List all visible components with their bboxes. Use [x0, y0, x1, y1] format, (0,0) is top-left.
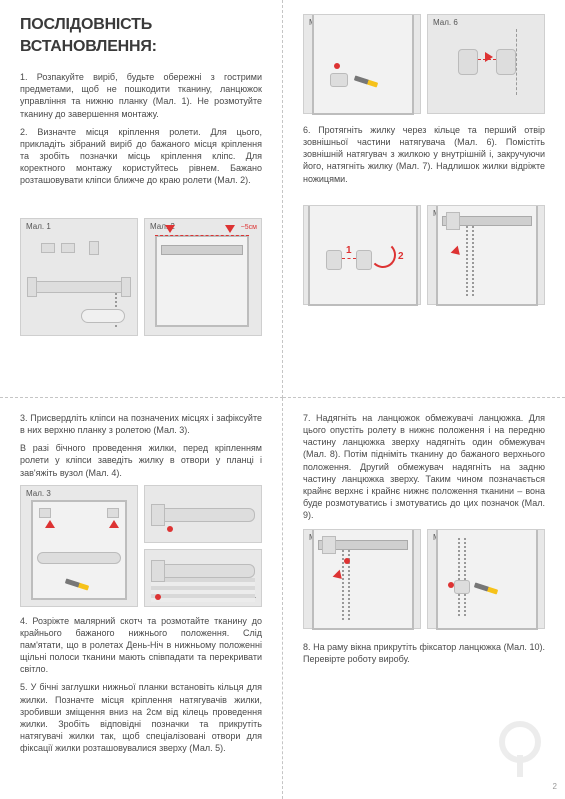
step-8-text: 8. На раму вікна прикрутіть фіксатор лан…: [303, 641, 545, 665]
page-number: 2: [553, 782, 557, 793]
figure-4-top: [144, 485, 262, 543]
page-title: ПОСЛІДОВНІСТЬ ВСТАНОВЛЕННЯ:: [20, 14, 262, 57]
step-3b-text: В разі бічного проведення жилки, перед к…: [20, 442, 262, 478]
step-4-text: 4. Розріжте малярний скотч та розмотайте…: [20, 615, 262, 676]
figure-10: Мал. 10: [427, 529, 545, 629]
step-5-text: 5. У бічні заглушки нижньої планки встан…: [20, 681, 262, 754]
figure-2: Мал. 2 ~5см: [144, 218, 262, 336]
step-7-text: 7. Надягніть на ланцюжок обмежувачі ланц…: [303, 412, 545, 521]
figure-4-bottom: Мал. 4: [144, 549, 262, 607]
step-3-text: 3. Присвердліть кліпси на позначених міс…: [20, 412, 262, 436]
step-2-text: 2. Визначте місця кріплення ролети. Для …: [20, 126, 262, 187]
quadrant-bottom-right: 7. Надягніть на ланцюжок обмежувачі ланц…: [283, 398, 565, 799]
quadrant-top-left: ПОСЛІДОВНІСТЬ ВСТАНОВЛЕННЯ: 1. Розпакуйт…: [0, 0, 283, 398]
figure-7-step2: 2: [398, 250, 404, 264]
figure-8: Мал. 8: [427, 205, 545, 305]
figure-9: Мал. 9: [303, 529, 421, 629]
step-6-text: 6. Протягніть жилку через кільце та перш…: [303, 124, 545, 185]
figure-5: Мал. 5: [303, 14, 421, 114]
quadrant-bottom-left: 3. Присвердліть кліпси на позначених міс…: [0, 398, 283, 799]
figure-1: Мал. 1: [20, 218, 138, 336]
figure-7-step1: 1: [346, 244, 352, 258]
figure-6: Мал. 6: [427, 14, 545, 114]
figure-7: Мал. 7 1 2: [303, 205, 421, 305]
quadrant-top-right: Мал. 5 Мал. 6 6. Протягніт: [283, 0, 565, 398]
figure-3: Мал. 3: [20, 485, 138, 607]
step-1-text: 1. Розпакуйте виріб, будьте обережні з г…: [20, 71, 262, 120]
watermark-icon: [489, 715, 551, 777]
